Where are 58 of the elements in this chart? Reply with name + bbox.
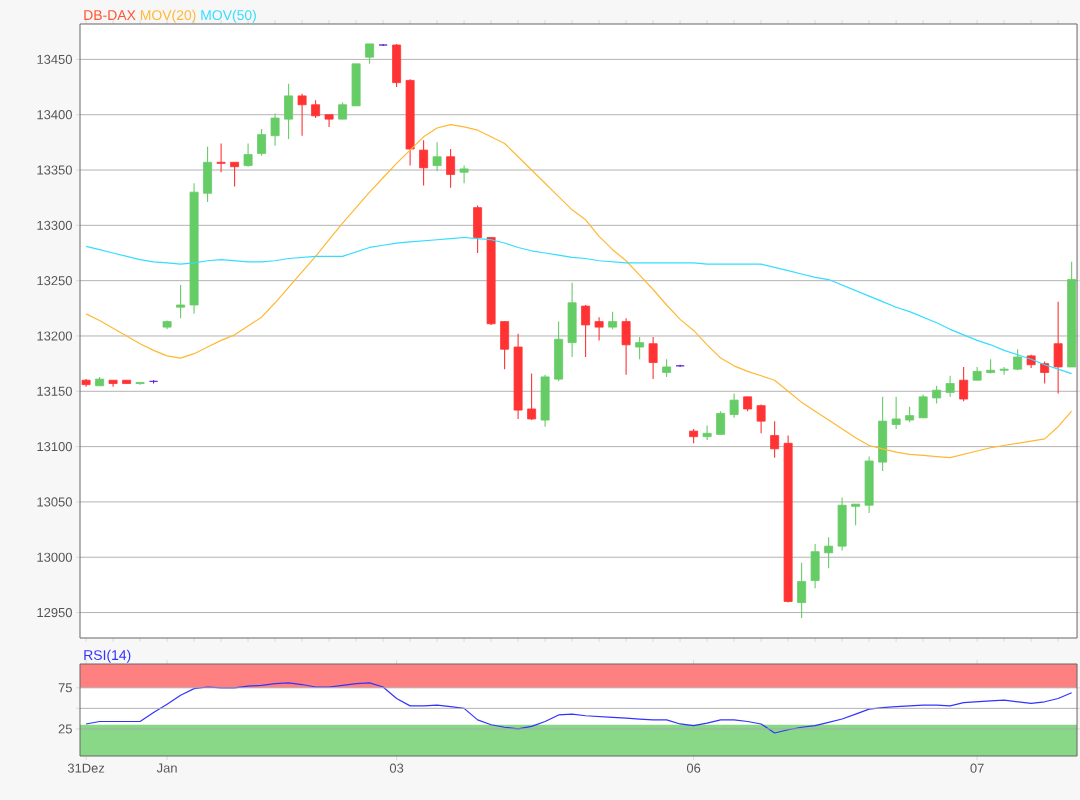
candlestick [270,113,280,147]
candlestick [756,404,766,434]
candlestick [891,396,901,430]
candlestick [797,562,807,619]
candlestick [581,304,591,358]
text: RSI(14) [84,649,131,663]
candlestick [297,93,307,137]
y-tick-label: 13350 [37,165,72,175]
candlestick [648,336,658,380]
y-tick-label: 13400 [37,110,72,120]
candlestick [729,392,739,419]
candlestick [527,373,537,421]
candlestick [365,43,375,65]
candlestick [432,141,442,172]
x-tick-label: 07 [970,763,984,773]
text: DB-DAX [84,10,136,20]
candlestick [257,128,267,157]
y-tick-label: 13050 [37,497,72,507]
candlestick [176,284,186,319]
candlestick [851,503,861,526]
candlestick [324,114,334,128]
y-tick-label: 13000 [37,552,72,562]
candlestick [770,420,780,459]
x-tick-label: Jan [156,763,177,773]
candlestick [621,317,631,376]
x-tick-label: 31Dez [67,763,105,773]
candlestick [959,366,969,402]
candlestick [446,148,456,189]
y-tick-label: 13250 [37,276,72,286]
candlestick [243,142,253,168]
x-tick-label: 03 [389,763,404,773]
candlestick [635,336,645,360]
y-tick-label: 25 [58,724,72,734]
y-tick-label: 13200 [37,331,72,341]
text: MOV(50) [201,9,256,23]
candlestick [419,139,429,187]
candlestick [1040,360,1050,385]
candlestick [284,83,294,140]
candlestick [459,165,469,184]
y-tick-label: 12950 [37,607,72,618]
y-tick-label: 13150 [37,386,72,396]
candlestick [918,394,928,419]
text: MOV(20) [140,9,196,23]
candlestick [716,410,726,435]
candlestick [594,316,604,341]
y-tick-label: 13450 [37,54,72,64]
x-tick-label: 06 [686,763,701,773]
candlestick [230,161,240,188]
candlestick [1053,301,1063,395]
candlestick [999,366,1009,376]
candlestick [824,536,834,569]
y-tick-label: 75 [58,683,72,693]
candlestick [135,381,145,386]
y-tick-label: 13300 [37,220,72,230]
candlestick [945,375,955,398]
candlestick [216,142,226,173]
y-tick-label: 13100 [37,442,72,452]
candlestick [702,425,712,441]
